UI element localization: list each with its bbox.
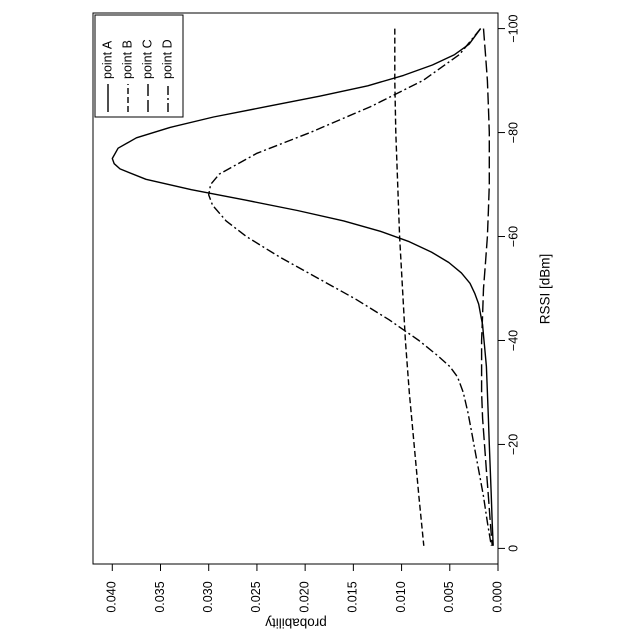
x-tick-label: −20 (506, 434, 520, 455)
legend-label: point C (140, 39, 154, 79)
legend-label: point B (120, 40, 134, 79)
x-axis-title: RSSI [dBm] (538, 254, 553, 325)
y-axis-title: probability (265, 615, 327, 630)
y-tick-label: 0.025 (249, 581, 263, 612)
y-tick-label: 0.010 (394, 581, 408, 612)
x-tick-label: −80 (506, 122, 520, 143)
legend: point A point B point C point D (95, 15, 183, 117)
legend-label: point D (160, 39, 174, 79)
y-tick-label: 0.000 (490, 581, 504, 612)
x-tick-label: 0 (506, 545, 520, 552)
x-axis: −100 −80 −60 −40 −20 0 (498, 14, 520, 551)
series-line-1 (395, 29, 424, 546)
series-line-3 (209, 29, 492, 546)
y-tick-label: 0.015 (346, 581, 360, 612)
y-tick-label: 0.005 (442, 581, 456, 612)
y-tick-label: 0.035 (153, 581, 167, 612)
y-tick-label: 0.040 (105, 581, 119, 612)
x-tick-label: −40 (506, 330, 520, 351)
y-tick-label: 0.030 (201, 581, 215, 612)
x-tick-label: −60 (506, 226, 520, 247)
legend-label: point A (100, 40, 114, 79)
y-tick-label: 0.020 (297, 581, 311, 612)
x-tick-label: −100 (506, 14, 520, 42)
y-axis: 0.000 0.005 0.010 0.015 0.020 0.025 0.030 0.035… (105, 564, 505, 613)
